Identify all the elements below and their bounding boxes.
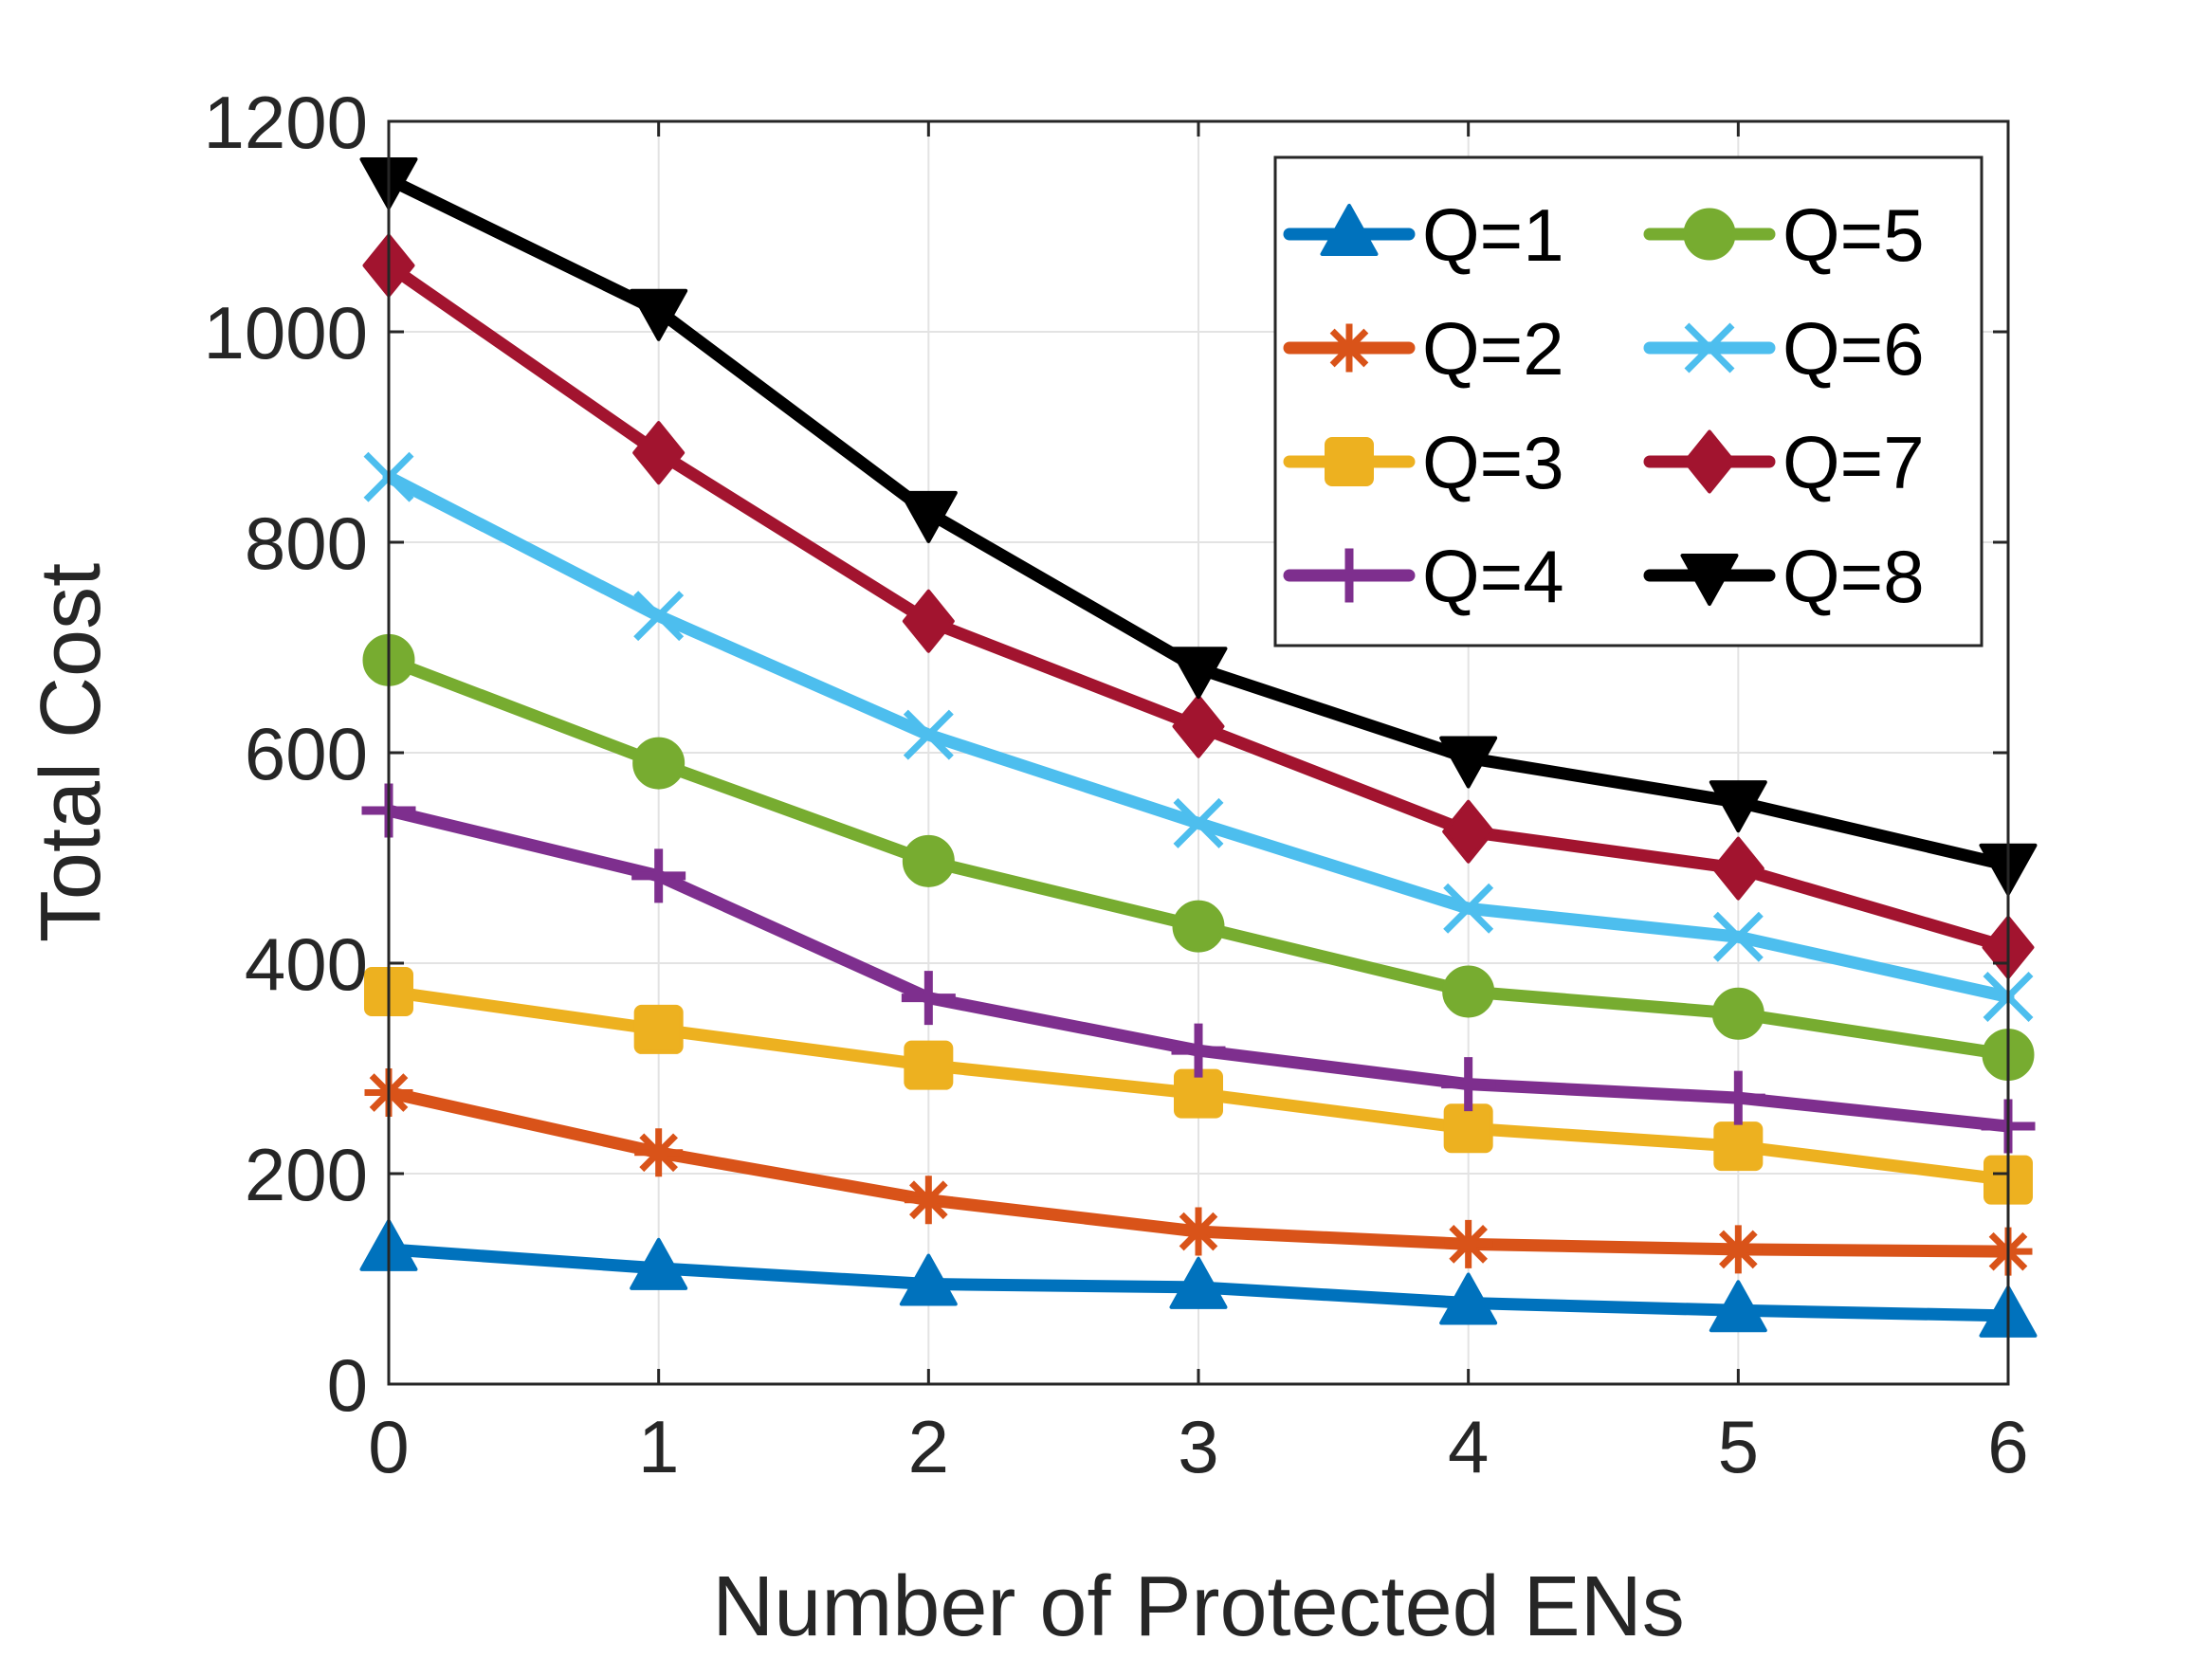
- legend-label: Q=4: [1422, 535, 1564, 618]
- data-point: [1442, 965, 1495, 1018]
- data-point: [1172, 900, 1225, 953]
- data-point: [1443, 1103, 1493, 1154]
- x-tick-label: 0: [368, 1405, 409, 1488]
- legend-label: Q=6: [1782, 307, 1925, 391]
- data-point: [903, 709, 954, 760]
- legend-marker: [1683, 208, 1736, 261]
- data-point: [630, 288, 688, 341]
- data-point: [1439, 736, 1498, 789]
- legend-item: Q=3: [1283, 421, 1564, 504]
- legend-marker: [1684, 322, 1735, 374]
- legend-item: Q=7: [1643, 421, 1925, 504]
- legend-item: Q=8: [1643, 535, 1925, 618]
- data-point: [1709, 780, 1767, 833]
- x-axis-label: Number of Protected ENs: [712, 1559, 1684, 1654]
- y-tick-label: 0: [327, 1343, 368, 1427]
- data-point: [1169, 1256, 1228, 1309]
- data-point: [1443, 883, 1494, 934]
- legend-item: Q=4: [1283, 535, 1564, 618]
- data-point: [1444, 1219, 1493, 1268]
- x-tick-label: 2: [908, 1405, 949, 1488]
- axis-ticks: 0 1 2 3 4 5 6 0 200 400 600 800 1000 1200: [203, 81, 2028, 1488]
- data-point: [901, 971, 956, 1026]
- x-tick-label: 6: [1987, 1405, 2028, 1488]
- data-point: [1710, 1070, 1765, 1125]
- x-tick-label: 4: [1448, 1405, 1489, 1488]
- data-point: [1441, 1057, 1496, 1112]
- legend-item: Q=2: [1283, 307, 1564, 391]
- data-point: [1713, 1225, 1763, 1274]
- legend-label: Q=2: [1422, 307, 1564, 391]
- y-tick-label: 1200: [203, 81, 368, 164]
- data-point: [1171, 1023, 1226, 1078]
- legend-marker: [1325, 323, 1374, 373]
- data-point: [1169, 647, 1228, 700]
- data-point: [632, 421, 686, 485]
- data-point: [904, 1040, 954, 1090]
- x-tick-label: 5: [1718, 1405, 1759, 1488]
- data-point: [1174, 1068, 1223, 1119]
- legend-label: Q=1: [1422, 193, 1564, 277]
- legend-marker: [1325, 437, 1374, 486]
- legend: Q=1 Q=2 Q=3 Q=4 Q=5 Q=6 Q=7 Q=8: [1273, 155, 1983, 647]
- legend-label: Q=7: [1782, 421, 1925, 504]
- data-point: [632, 737, 686, 790]
- legend-label: Q=8: [1782, 535, 1925, 618]
- data-point: [1711, 836, 1764, 901]
- series-q-8: [359, 157, 2038, 896]
- legend-label: Q=5: [1782, 193, 1925, 277]
- data-point: [1173, 797, 1224, 848]
- x-tick-label: 3: [1178, 1405, 1218, 1488]
- legend-marker: [1680, 554, 1739, 606]
- data-point: [1172, 694, 1225, 758]
- data-point: [1174, 1207, 1223, 1256]
- data-point: [1713, 1121, 1764, 1172]
- legend-item: Q=5: [1643, 193, 1925, 277]
- series-q-5: [362, 633, 2035, 1082]
- y-axis-label: Total Cost: [24, 563, 119, 942]
- data-point: [904, 1176, 953, 1225]
- data-series: [359, 157, 2038, 1338]
- data-point: [631, 848, 686, 903]
- data-point: [902, 589, 955, 653]
- x-tick-label: 1: [638, 1405, 679, 1488]
- data-point: [1709, 1280, 1767, 1333]
- data-point: [1439, 1272, 1498, 1325]
- legend-marker: [1320, 204, 1379, 256]
- y-tick-label: 200: [245, 1133, 368, 1216]
- data-point: [1711, 987, 1764, 1040]
- y-tick-label: 600: [245, 712, 368, 795]
- y-tick-label: 800: [245, 501, 368, 585]
- data-point: [630, 1237, 688, 1290]
- series-q-3: [364, 966, 2033, 1205]
- data-point: [1712, 911, 1764, 962]
- data-point: [633, 1004, 684, 1054]
- data-point: [1442, 799, 1495, 864]
- data-point: [902, 834, 955, 887]
- data-point: [899, 1253, 958, 1306]
- data-point: [633, 591, 685, 642]
- y-tick-label: 1000: [203, 291, 368, 374]
- y-tick-label: 400: [245, 922, 368, 1006]
- legend-label: Q=3: [1422, 421, 1564, 504]
- legend-item: Q=6: [1643, 307, 1925, 391]
- legend-marker: [1683, 429, 1736, 494]
- legend-marker: [1322, 548, 1377, 603]
- data-point: [899, 490, 958, 543]
- legend-item: Q=1: [1283, 193, 1564, 277]
- data-point: [634, 1128, 684, 1177]
